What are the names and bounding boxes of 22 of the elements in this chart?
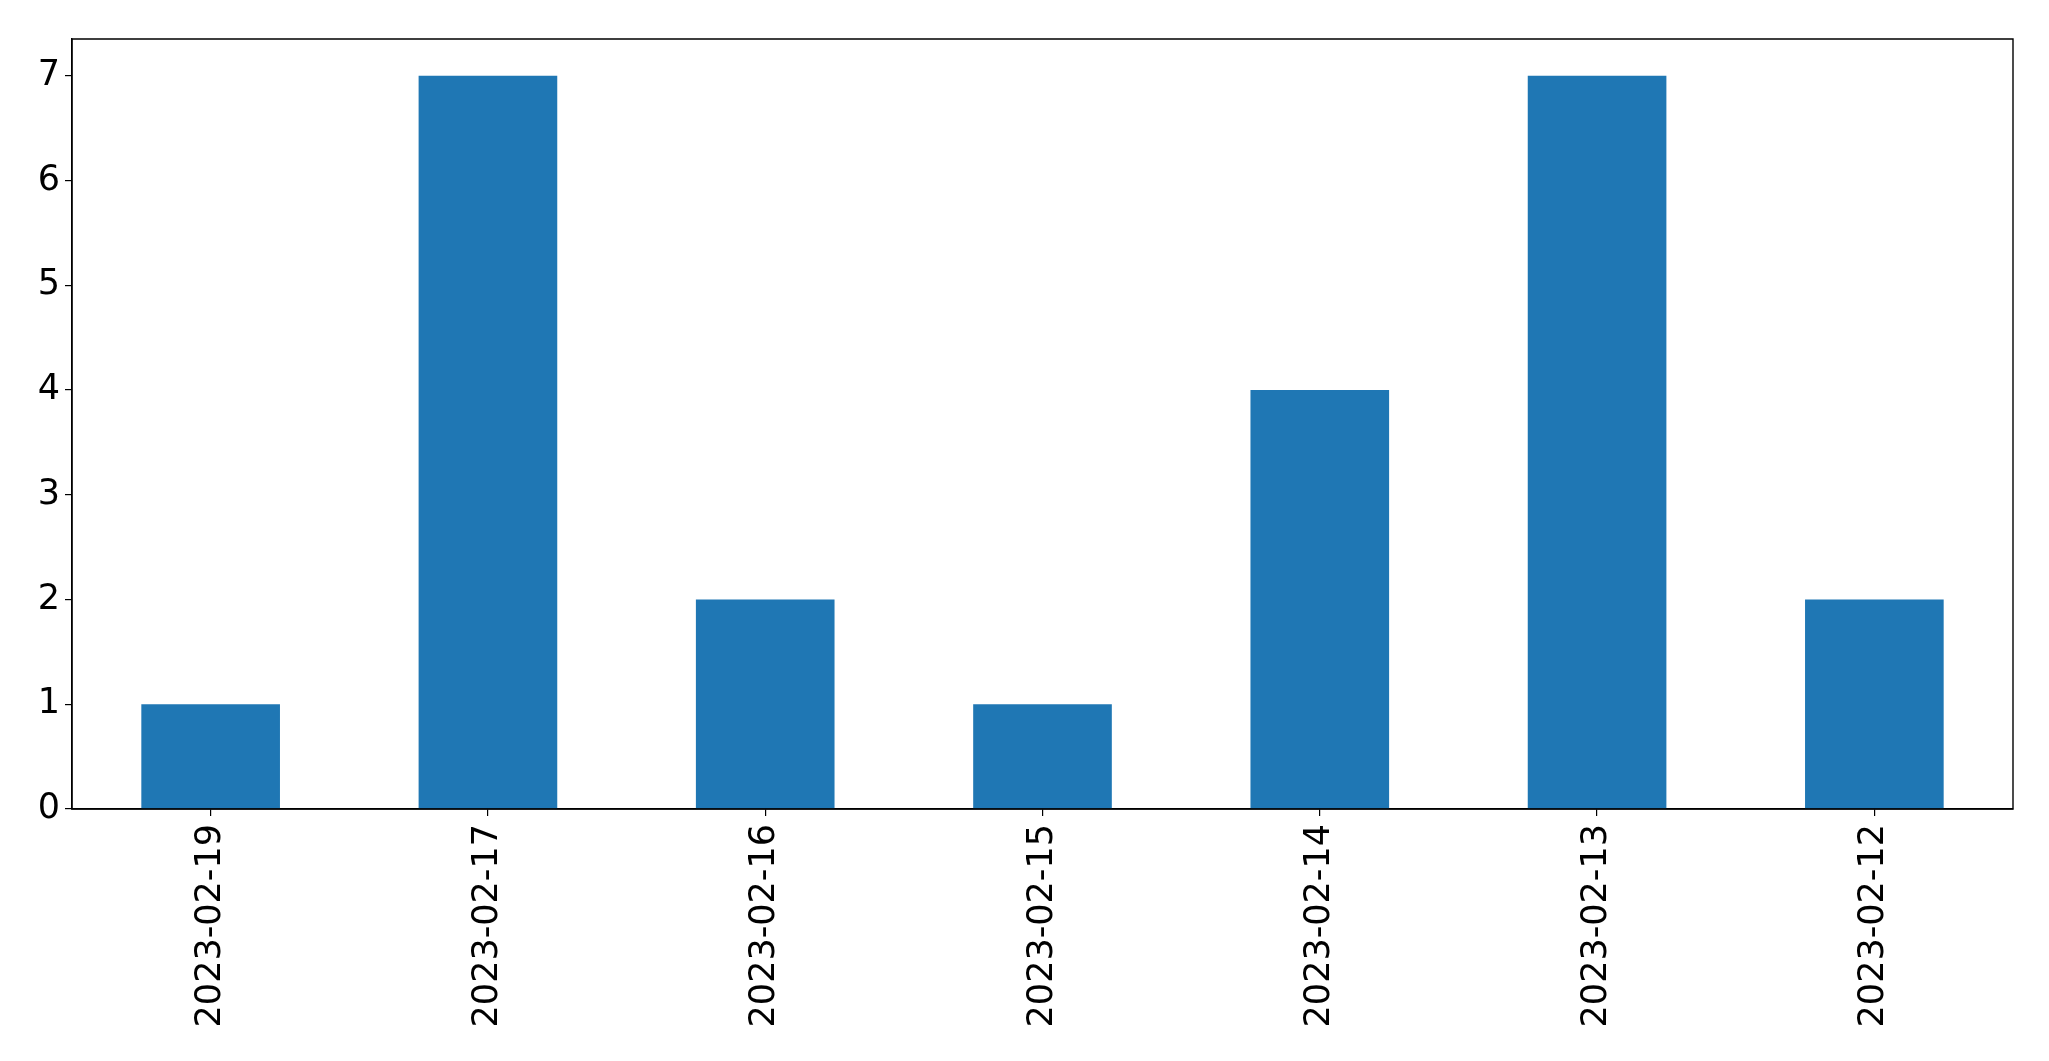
y-tick-label: 2 [37,576,60,617]
bar [418,75,558,809]
y-tick-label: 7 [37,52,60,93]
y-tick-label: 1 [37,681,60,722]
x-tick-label: 2023-02-17 [465,824,506,1028]
y-tick-label: 3 [37,471,60,512]
y-tick-label: 4 [37,367,60,408]
bar [1250,389,1390,809]
bar [1527,75,1667,809]
y-tick-label: 0 [37,786,60,827]
bar [1805,599,1944,809]
bar [695,599,835,809]
bar [973,704,1112,809]
y-tick-label: 6 [37,157,60,198]
x-tick-label: 2023-02-14 [1296,824,1337,1028]
x-tick-label: 2023-02-12 [1851,824,1892,1028]
y-tick-label: 5 [37,262,60,303]
x-tick-label: 2023-02-13 [1574,824,1615,1028]
x-tick-label: 2023-02-16 [742,824,783,1028]
x-tick-label: 2023-02-19 [187,824,228,1028]
bar [141,704,280,809]
x-tick-label: 2023-02-15 [1019,824,1060,1028]
